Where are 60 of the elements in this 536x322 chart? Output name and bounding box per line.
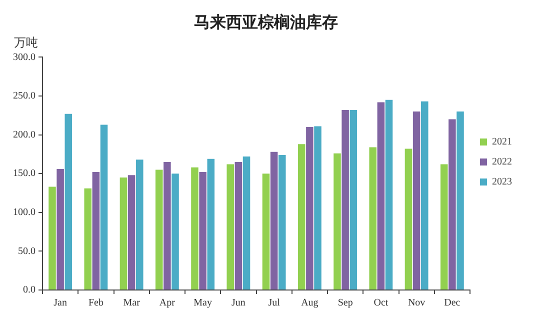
- y-axis-title: 万吨: [14, 35, 38, 50]
- bar: [172, 174, 179, 290]
- bar: [234, 162, 242, 290]
- bar: [314, 126, 322, 290]
- x-tick-label: Jun: [231, 298, 246, 309]
- bar: [155, 170, 163, 290]
- x-tick-label: Aug: [301, 298, 318, 309]
- x-tick-label: Jul: [268, 298, 280, 309]
- bar: [385, 100, 393, 290]
- bar: [226, 164, 234, 290]
- bar: [270, 152, 278, 290]
- bar: [100, 124, 108, 290]
- bar: [456, 112, 464, 290]
- bar: [128, 175, 136, 290]
- bar: [421, 101, 428, 290]
- bar: [350, 110, 358, 290]
- bar: [262, 174, 270, 290]
- y-tick-label: 100.0: [13, 207, 36, 218]
- bar: [120, 177, 128, 290]
- bar: [334, 153, 341, 290]
- x-tick-label: Dec: [444, 298, 461, 309]
- bar: [306, 127, 314, 290]
- y-tick-label: 150.0: [13, 168, 36, 180]
- bar: [412, 112, 420, 290]
- bar: [136, 160, 144, 290]
- legend-label: 2022: [492, 156, 512, 168]
- x-tick-label: Apr: [159, 298, 176, 309]
- x-tick-label: Feb: [88, 298, 104, 309]
- x-tick-label: Sep: [338, 298, 353, 309]
- bar: [404, 148, 412, 290]
- bar: [64, 114, 72, 290]
- bar: [164, 162, 171, 290]
- legend-label: 2021: [492, 136, 512, 148]
- bar: [191, 167, 198, 290]
- x-tick-label: Nov: [408, 298, 426, 309]
- bar: [92, 172, 100, 290]
- x-tick-label: Oct: [374, 298, 388, 309]
- x-tick-label: May: [194, 298, 212, 309]
- bar: [298, 144, 306, 290]
- bar: [48, 186, 56, 290]
- bar: [377, 102, 385, 290]
- y-tick-label: 250.0: [13, 90, 36, 102]
- bar: [369, 147, 376, 290]
- bar: [448, 119, 456, 290]
- bar: [56, 168, 64, 290]
- chart-title: 马来西亚棕榈油库存: [194, 14, 338, 32]
- y-tick-label: 300.0: [13, 52, 36, 63]
- bar: [242, 156, 250, 290]
- x-tick-label: Mar: [123, 298, 141, 309]
- bar: [199, 172, 206, 290]
- y-tick-label: 200.0: [13, 129, 36, 140]
- bar: [342, 110, 349, 290]
- y-tick-label: 0.0: [23, 284, 36, 296]
- bar: [278, 154, 286, 290]
- bar: [84, 188, 92, 290]
- bar: [207, 158, 215, 290]
- x-tick-label: Jan: [54, 298, 67, 309]
- y-tick-label: 50.0: [18, 246, 36, 257]
- legend-label: 2023: [492, 176, 512, 188]
- bar: [440, 164, 448, 290]
